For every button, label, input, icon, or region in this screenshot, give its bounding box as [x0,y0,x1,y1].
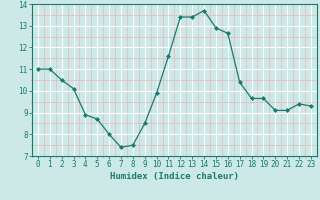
X-axis label: Humidex (Indice chaleur): Humidex (Indice chaleur) [110,172,239,181]
